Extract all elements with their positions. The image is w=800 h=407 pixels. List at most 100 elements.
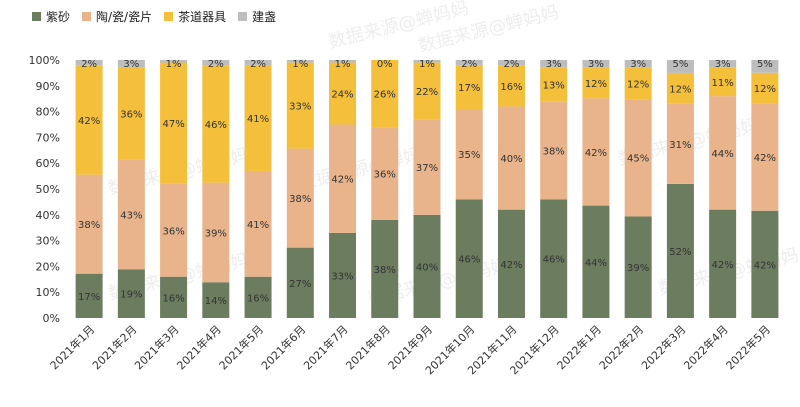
legend-item-ceramic: 陶/瓷/瓷片: [82, 8, 152, 25]
bar-segment: [286, 60, 314, 63]
bar-segment: [371, 60, 399, 128]
x-tick-label: 2022年4月: [681, 322, 731, 372]
data-label: 43%: [120, 211, 142, 222]
y-tick-label: 40%: [36, 209, 60, 222]
bar-segment: [413, 60, 441, 63]
data-label: 42%: [712, 260, 734, 271]
x-tick-label: 2021年6月: [258, 322, 308, 372]
data-label: 2%: [504, 59, 520, 70]
bar-segment: [540, 67, 568, 102]
x-tick-label: 2022年1月: [554, 322, 604, 372]
bar-segment: [751, 60, 779, 73]
data-label: 5%: [672, 59, 688, 70]
data-label: 31%: [669, 140, 691, 151]
bar-segment: [371, 127, 399, 220]
bar-segment: [709, 96, 737, 210]
data-label: 16%: [500, 82, 522, 93]
data-label: 13%: [543, 81, 565, 92]
bar-segment: [117, 60, 145, 68]
bar-segment: [160, 183, 188, 277]
data-label: 52%: [669, 247, 691, 258]
bar-segment: [751, 103, 779, 211]
legend-item-zisha: 紫砂: [32, 8, 70, 25]
x-tick-label: 2021年1月: [47, 322, 97, 372]
data-label: 12%: [627, 79, 649, 90]
data-label: 44%: [712, 149, 734, 160]
data-label: 42%: [78, 116, 100, 127]
data-label: 45%: [627, 154, 649, 165]
data-label: 33%: [331, 271, 353, 282]
data-label: 42%: [585, 148, 607, 159]
data-label: 1%: [335, 59, 351, 70]
y-tick-label: 30%: [36, 235, 60, 248]
legend-swatch-tea-utensils: [164, 12, 174, 21]
data-label: 11%: [712, 78, 734, 89]
data-label: 3%: [588, 59, 604, 70]
data-label: 3%: [630, 59, 646, 70]
bar-segment: [75, 174, 103, 274]
data-label: 39%: [205, 228, 227, 239]
bar-segment: [497, 209, 525, 318]
bar-segment: [286, 148, 314, 248]
x-tick-label: 2022年2月: [596, 322, 646, 372]
data-label: 12%: [669, 84, 691, 95]
data-label: 0%: [377, 59, 393, 70]
bar-segment: [160, 62, 188, 184]
data-label: 16%: [162, 293, 184, 304]
legend-item-jianzhan: 建盏: [238, 8, 276, 25]
data-label: 16%: [247, 293, 269, 304]
data-label: 36%: [162, 226, 184, 237]
data-label: 38%: [289, 194, 311, 205]
legend-label-zisha: 紫砂: [46, 10, 71, 24]
data-label: 42%: [331, 175, 353, 186]
data-label: 3%: [546, 59, 562, 70]
y-tick-label: 60%: [36, 157, 60, 170]
y-tick-label: 100%: [29, 54, 60, 67]
bar-segment: [117, 159, 145, 270]
bar-segment: [371, 219, 399, 318]
legend-label-jianzhan: 建盏: [252, 10, 277, 24]
y-tick-label: 10%: [36, 286, 60, 299]
bar-segment: [75, 60, 103, 66]
data-label: 33%: [289, 102, 311, 113]
x-tick-label: 2022年3月: [638, 322, 688, 372]
data-label: 1%: [166, 59, 182, 70]
y-tick-label: 90%: [36, 80, 60, 93]
data-label: 46%: [205, 120, 227, 131]
bar-segment: [329, 232, 357, 318]
bar-segment: [455, 199, 483, 318]
x-tick-label: 2021年7月: [300, 322, 350, 372]
data-label: 42%: [754, 153, 776, 164]
bar-segment: [455, 60, 483, 66]
bar-segment: [709, 209, 737, 318]
x-tick-label: 2021年4月: [174, 322, 224, 372]
data-label: 2%: [81, 59, 97, 70]
data-label: 46%: [458, 255, 480, 266]
bar-segment: [117, 67, 145, 160]
data-label: 40%: [416, 262, 438, 273]
data-label: 27%: [289, 279, 311, 290]
bar-segment: [413, 62, 441, 120]
bar-segment: [582, 205, 610, 318]
bar-segment: [329, 124, 357, 233]
bar-segment: [244, 170, 272, 277]
data-label: 38%: [374, 265, 396, 276]
bar-segment: [329, 60, 357, 63]
bar-segment: [582, 98, 610, 206]
bar-segment: [709, 60, 737, 68]
bar-segment: [497, 65, 525, 107]
data-label: 42%: [500, 260, 522, 271]
bar-segment: [75, 273, 103, 318]
legend-label-tea-utensils: 茶道器具: [178, 10, 227, 24]
legend: 紫砂 陶/瓷/瓷片 茶道器具 建盏: [32, 8, 276, 25]
data-label: 14%: [205, 296, 227, 307]
data-label: 2%: [250, 59, 266, 70]
y-tick-label: 80%: [36, 106, 60, 119]
bar-segment: [666, 103, 694, 184]
bar-segment: [117, 269, 145, 318]
data-label: 17%: [458, 83, 480, 94]
bar-segment: [75, 65, 103, 175]
bar-segment: [160, 276, 188, 318]
